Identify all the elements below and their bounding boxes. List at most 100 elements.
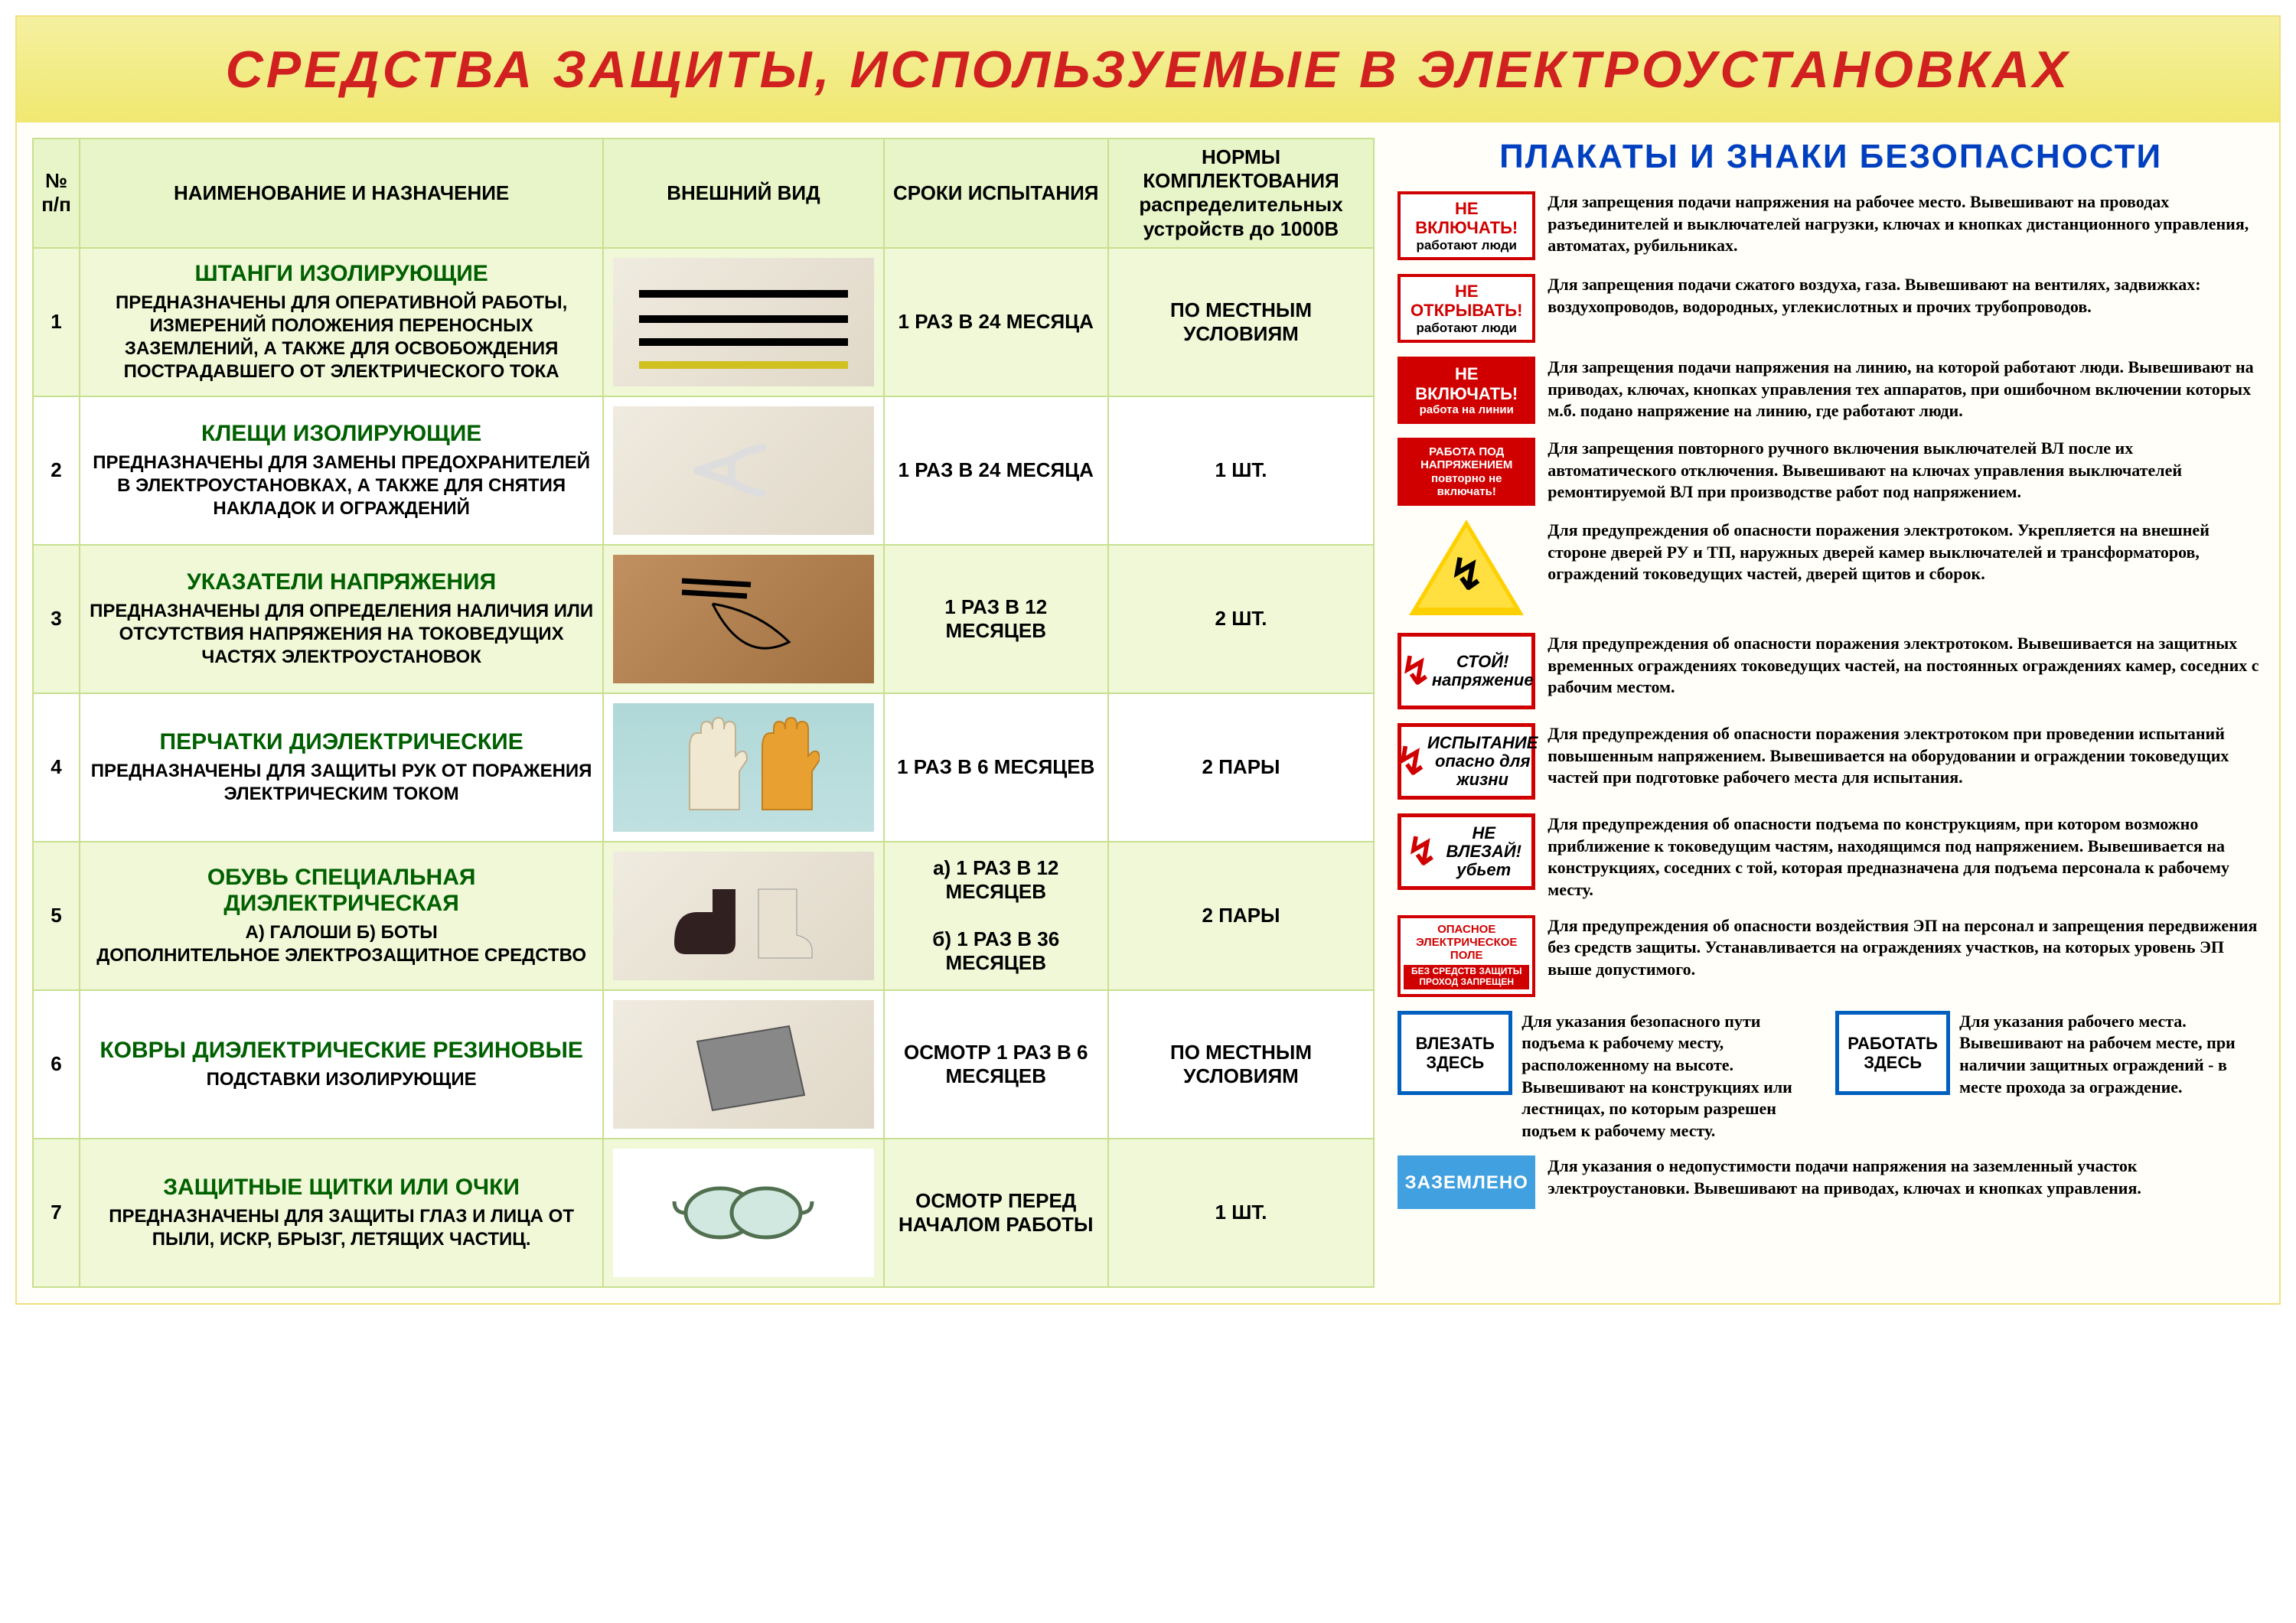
sign-sub-text: повторно не включать!	[1404, 472, 1529, 499]
sign-main-text: НЕ ВКЛЮЧАТЬ!	[1404, 199, 1529, 238]
table-header-row: № п/п НАИМЕНОВАНИЕ И НАЗНАЧЕНИЕ ВНЕШНИЙ …	[33, 139, 1374, 248]
sign-row: ↯НЕ ВЛЕЗАЙ! убьетДля предупреждения об о…	[1397, 813, 2264, 901]
row-image	[603, 1139, 883, 1287]
table-row: 6КОВРЫ ДИЭЛЕКТРИЧЕСКИЕ РЕЗИНОВЫЕПОДСТАВК…	[33, 990, 1374, 1139]
warning-triangle-sign: ↯	[1397, 520, 1535, 619]
item-title: КЛЕЩИ ИЗОЛИРУЮЩИЕ	[90, 421, 593, 447]
item-desc: а) ГАЛОШИ б) БОТЫДОПОЛНИТЕЛЬНОЕ ЭЛЕКТРОЗ…	[90, 921, 593, 967]
safety-signs-section: ПЛАКАТЫ И ЗНАКИ БЕЗОПАСНОСТИ НЕ ВКЛЮЧАТЬ…	[1397, 138, 2264, 1288]
row-image	[603, 396, 883, 545]
row-norm: 1 ШТ.	[1108, 1139, 1374, 1287]
sign-description: Для запрещения подачи сжатого воздуха, г…	[1548, 274, 2264, 318]
sign-label: ЗАЗЕМЛЕНО	[1405, 1172, 1528, 1194]
prohibition-sign-solid: НЕ ВКЛЮЧАТЬ!работа на линии	[1397, 357, 1535, 424]
gloves-icon	[613, 703, 873, 832]
item-title: КОВРЫ ДИЭЛЕКТРИЧЕСКИЕ РЕЗИНОВЫЕ	[90, 1038, 593, 1064]
item-desc: ПРЕДНАЗНАЧЕНЫ ДЛЯ ЗАМЕНЫ ПРЕДОХРАНИТЕЛЕЙ…	[90, 451, 593, 520]
row-number: 6	[33, 990, 80, 1139]
title-bar: СРЕДСТВА ЗАЩИТЫ, ИСПОЛЬЗУЕМЫЕ В ЭЛЕКТРОУ…	[17, 17, 2279, 122]
warning-sign: ↯НЕ ВЛЕЗАЙ! убьет	[1397, 813, 1535, 890]
row-number: 5	[33, 842, 80, 990]
sign-rabotat: РАБОТАТЬ ЗДЕСЬ	[1835, 1011, 1950, 1095]
row-norm: 1 ШТ.	[1108, 396, 1374, 545]
sign-description: Для предупреждения об опасности поражени…	[1548, 520, 2264, 585]
row-name: ПЕРЧАТКИ ДИЭЛЕКТРИЧЕСКИЕ ПРЕДНАЗНАЧЕНЫ ДЛ…	[80, 693, 603, 842]
sign-main-text: НЕ ВЛЕЗАЙ! убьет	[1439, 824, 1528, 880]
row-period: 1 РАЗ В 24 МЕСЯЦА	[884, 248, 1108, 396]
row-period: 1 РАЗ В 24 МЕСЯЦА	[884, 396, 1108, 545]
col-norm: НОРМЫ КОМПЛЕКТОВАНИЯ распределительных у…	[1108, 139, 1374, 248]
row-name: УКАЗАТЕЛИ НАПРЯЖЕНИЯ ПРЕДНАЗНАЧЕНЫ ДЛЯ ОП…	[80, 545, 603, 693]
row-image	[603, 842, 883, 990]
row-norm: 2 ШТ.	[1108, 545, 1374, 693]
safety-poster: СРЕДСТВА ЗАЩИТЫ, ИСПОЛЬЗУЕМЫЕ В ЭЛЕКТРОУ…	[15, 15, 2281, 1305]
table-row: 2 КЛЕЩИ ИЗОЛИРУЮЩИЕ ПРЕДНАЗНАЧЕНЫ ДЛЯ ЗАМЕ…	[33, 396, 1374, 545]
sign-main-text: СТОЙ! напряжение	[1432, 653, 1534, 689]
sign-label: РАБОТАТЬ ЗДЕСЬ	[1842, 1034, 1943, 1073]
item-desc: ПРЕДНАЗНАЧЕНЫ ДЛЯ ЗАЩИТЫ РУК ОТ ПОРАЖЕНИ…	[90, 760, 593, 806]
row-number: 3	[33, 545, 80, 693]
item-title: ШТАНГИ ИЗОЛИРУЮЩИЕ	[90, 261, 593, 287]
ground-sign-row: ЗАЗЕМЛЕНО Для указания о недопустимости …	[1397, 1155, 2264, 1209]
sign-zazemleno: ЗАЗЕМЛЕНО	[1397, 1155, 1535, 1209]
sign-main-text: НЕ ОТКРЫВАТЬ!	[1404, 282, 1529, 321]
row-image	[603, 248, 883, 396]
row-image	[603, 990, 883, 1139]
arrow-icon: ↯	[1404, 820, 1439, 883]
sign-main-text: НЕ ВКЛЮЧАТЬ!	[1404, 364, 1529, 403]
arrow-icon: ↯	[1400, 640, 1432, 702]
signs-title: ПЛАКАТЫ И ЗНАКИ БЕЗОПАСНОСТИ	[1397, 138, 2264, 176]
mat-icon	[613, 1000, 873, 1129]
row-name: ЗАЩИТНЫЕ ЩИТКИ ИЛИ ОЧКИПРЕДНАЗНАЧЕНЫ ДЛЯ…	[80, 1139, 603, 1287]
row-period: а) 1 РАЗ В 12 МЕСЯЦЕВб) 1 РАЗ В 36 МЕСЯЦ…	[884, 842, 1108, 990]
warning-sign: ↯СТОЙ! напряжение	[1397, 633, 1535, 709]
row-norm: ПО МЕСТНЫМ УСЛОВИЯМ	[1108, 248, 1374, 396]
table-row: 5ОБУВЬ СПЕЦИАЛЬНАЯ ДИЭЛЕКТРИЧЕСКАЯа) ГАЛ…	[33, 842, 1374, 990]
row-image	[603, 693, 883, 842]
row-name: ОБУВЬ СПЕЦИАЛЬНАЯ ДИЭЛЕКТРИЧЕСКАЯа) ГАЛО…	[80, 842, 603, 990]
table-row: 7ЗАЩИТНЫЕ ЩИТКИ ИЛИ ОЧКИПРЕДНАЗНАЧЕНЫ ДЛ…	[33, 1139, 1374, 1287]
tester-icon	[613, 555, 873, 683]
sign-row: НЕ ВКЛЮЧАТЬ!работают людиДля запрещения …	[1397, 191, 2264, 260]
sign-vlezat: ВЛЕЗАТЬ ЗДЕСЬ	[1397, 1011, 1512, 1095]
row-name: КОВРЫ ДИЭЛЕКТРИЧЕСКИЕ РЕЗИНОВЫЕПОДСТАВКИ…	[80, 990, 603, 1139]
item-title: ПЕРЧАТКИ ДИЭЛЕКТРИЧЕСКИЕ	[90, 729, 593, 755]
sign-sub-text: работа на линии	[1420, 403, 1514, 416]
sign-description: Для запрещения подачи напряжения на лини…	[1548, 357, 2264, 422]
sign-desc: Для указания безопасного пути подъема к …	[1521, 1011, 1826, 1142]
col-period: СРОКИ ИСПЫТАНИЯ	[884, 139, 1108, 248]
item-title: УКАЗАТЕЛИ НАПРЯЖЕНИЯ	[90, 569, 593, 595]
sign-desc: Для указания о недопустимости подачи нап…	[1548, 1155, 2264, 1199]
row-norm: ПО МЕСТНЫМ УСЛОВИЯМ	[1108, 990, 1374, 1139]
row-image	[603, 545, 883, 693]
row-norm: 2 ПАРЫ	[1108, 842, 1374, 990]
col-view: ВНЕШНИЙ ВИД	[603, 139, 883, 248]
sign-desc: Для указания рабочего места. Вывешивают …	[1959, 1011, 2264, 1098]
item-desc: ПРЕДНАЗНАЧЕНЫ ДЛЯ ОПЕРАТИВНОЙ РАБОТЫ, ИЗ…	[90, 292, 593, 383]
sign-description: Для запрещения подачи напряжения на рабо…	[1548, 191, 2264, 257]
sign-row: НЕ ВКЛЮЧАТЬ!работа на линииДля запрещени…	[1397, 357, 2264, 424]
content-area: № п/п НАИМЕНОВАНИЕ И НАЗНАЧЕНИЕ ВНЕШНИЙ …	[17, 122, 2279, 1303]
item-title: ЗАЩИТНЫЕ ЩИТКИ ИЛИ ОЧКИ	[90, 1175, 593, 1201]
sign-description: Для запрещения повторного ручного включе…	[1548, 438, 2264, 504]
row-name: ШТАНГИ ИЗОЛИРУЮЩИЕ ПРЕДНАЗНАЧЕНЫ ДЛЯ ОПЕР…	[80, 248, 603, 396]
prohibition-sign: НЕ ВКЛЮЧАТЬ!работают люди	[1397, 191, 1535, 260]
item-desc: ПРЕДНАЗНАЧЕНЫ ДЛЯ ОПРЕДЕЛЕНИЯ НАЛИЧИЯ ИЛ…	[90, 600, 593, 669]
sign-description: Для предупреждения об опасности воздейст…	[1548, 915, 2264, 981]
col-num: № п/п	[33, 139, 80, 248]
main-title: СРЕДСТВА ЗАЩИТЫ, ИСПОЛЬЗУЕМЫЕ В ЭЛЕКТРОУ…	[32, 40, 2264, 99]
row-number: 1	[33, 248, 80, 396]
sign-row: ОПАСНОЕ ЭЛЕКТРИЧЕСКОЕ ПОЛЕБЕЗ СРЕДСТВ ЗА…	[1397, 915, 2264, 997]
row-number: 7	[33, 1139, 80, 1287]
prohibition-sign: НЕ ОТКРЫВАТЬ!работают люди	[1397, 274, 1535, 343]
lightning-icon: ↯	[1449, 550, 1485, 599]
sign-row: ↯ Для предупреждения об опасности поражен…	[1397, 520, 2264, 619]
row-name: КЛЕЩИ ИЗОЛИРУЮЩИЕ ПРЕДНАЗНАЧЕНЫ ДЛЯ ЗАМЕН…	[80, 396, 603, 545]
table-row: 1 ШТАНГИ ИЗОЛИРУЮЩИЕ ПРЕДНАЗНАЧЕНЫ ДЛЯ ОПЕ…	[33, 248, 1374, 396]
sign-row: РАБОТА ПОД НАПРЯЖЕНИЕМповторно не включа…	[1397, 438, 2264, 506]
equipment-table: № п/п НАИМЕНОВАНИЕ И НАЗНАЧЕНИЕ ВНЕШНИЙ …	[32, 138, 1375, 1288]
sign-description: Для предупреждения об опасности поражени…	[1548, 723, 2264, 789]
sign-description: Для предупреждения об опасности подъема …	[1548, 813, 2264, 901]
row-number: 2	[33, 396, 80, 545]
row-norm: 2 ПАРЫ	[1108, 693, 1374, 842]
